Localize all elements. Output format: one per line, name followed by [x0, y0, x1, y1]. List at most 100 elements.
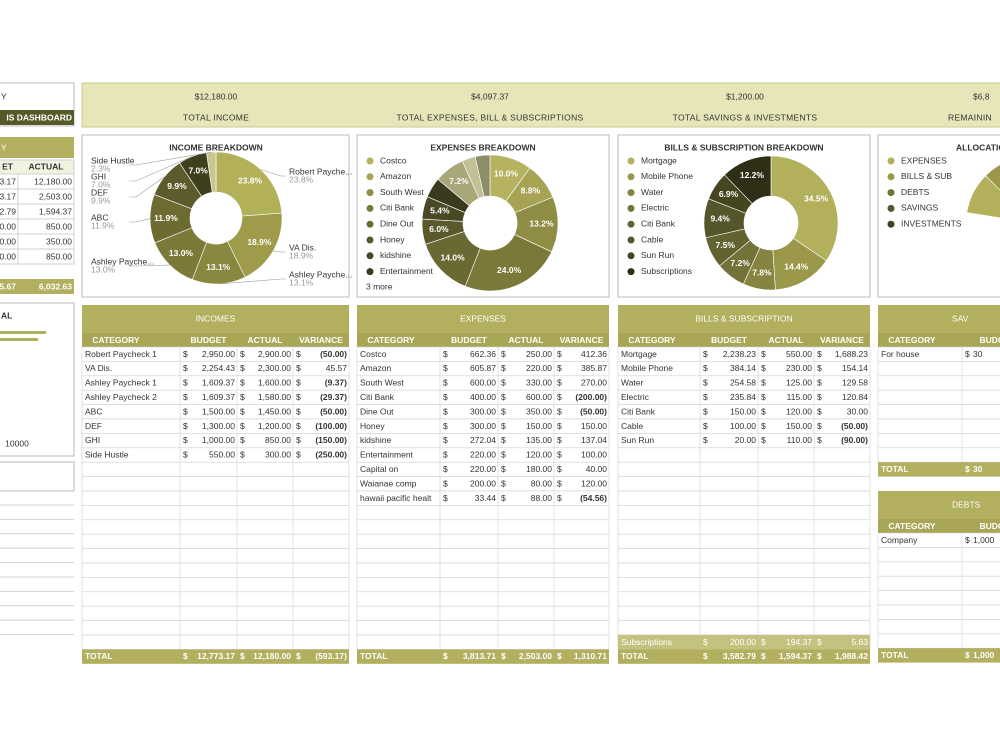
callout-value: 9.9% [91, 195, 111, 205]
table-row [356, 548, 610, 564]
callout-name: VA Dis. [289, 242, 316, 252]
legend-swatch [627, 236, 635, 244]
currency-sign: $ [501, 478, 506, 488]
callout-value: 13.1% [289, 277, 314, 287]
cell-number: 850.00 [265, 435, 291, 445]
currency-sign: $ [296, 435, 301, 445]
callout-name: Ashley Payche... [289, 269, 352, 279]
currency-sign: $ [240, 651, 245, 661]
callout-line [260, 169, 286, 177]
legend-swatch [366, 220, 374, 228]
cell-text: TOTAL [85, 651, 113, 661]
currency-sign: $ [501, 493, 506, 503]
panel-cell: 3.17 [0, 176, 16, 186]
currency-sign: $ [501, 363, 506, 373]
cell-number: 1,000 [973, 650, 995, 660]
cell-number: 2,950.00 [202, 349, 235, 359]
total-row-bg [82, 649, 349, 664]
chart-title: INCOME BREAKDOWN [169, 142, 263, 152]
cell-text: Capital on [360, 464, 399, 474]
chart-box [877, 134, 1000, 298]
legend-label: Cable [641, 234, 663, 244]
summary-label: TOTAL INCOME [183, 112, 249, 122]
slice-label: 13.2% [529, 218, 554, 228]
cell-number: 1,594.37 [779, 651, 812, 661]
panel-chart-title: AL [1, 310, 12, 320]
cell-number: 40.00 [586, 464, 608, 474]
currency-sign: $ [183, 651, 188, 661]
slice-label: 12.2% [740, 170, 765, 180]
legend-label: SAVINGS [901, 203, 938, 213]
currency-sign: $ [703, 363, 708, 373]
table-row [877, 447, 1000, 463]
pie-slice [464, 234, 552, 292]
total-row-bg [357, 649, 609, 664]
table-row [877, 361, 1000, 377]
currency-sign: $ [296, 349, 301, 359]
panel-cell: 0.00 [0, 236, 16, 246]
chart-title: EXPENSES BREAKDOWN [430, 142, 535, 152]
legend-label: INVESTMENTS [901, 218, 962, 228]
legend-label: Honey [380, 234, 405, 244]
slice-label: 9.9% [167, 181, 187, 191]
legend-label: South West [380, 187, 424, 197]
summary-value: $1,200.00 [726, 91, 764, 101]
currency-sign: $ [443, 363, 448, 373]
currency-sign: $ [557, 363, 562, 373]
currency-sign: $ [817, 637, 822, 647]
cell-number: 88.00 [531, 493, 553, 503]
slice-label: 7.5% [716, 240, 736, 250]
cell-number: 412.36 [581, 349, 607, 359]
legend-label: BILLS & SUB [901, 171, 952, 181]
cell-number: 3,813.71 [463, 651, 496, 661]
column-header: CATEGORY [92, 335, 140, 345]
cell-number: (150.00) [315, 435, 347, 445]
cell-number: (54.56) [580, 493, 607, 503]
cell-text: VA Dis. [85, 363, 112, 373]
currency-sign: $ [240, 450, 245, 460]
cell-number: 2,254.43 [202, 363, 235, 373]
table-row [877, 604, 1000, 620]
cell-text: Cable [621, 421, 643, 431]
column-header: CATEGORY [888, 521, 936, 531]
cell-number: 600.00 [526, 392, 552, 402]
currency-sign: $ [296, 450, 301, 460]
cell-number: 3,582.79 [723, 651, 756, 661]
legend-label: Citi Bank [380, 203, 415, 213]
cell-number: 1,600.00 [258, 378, 291, 388]
column-header: CATEGORY [628, 335, 676, 345]
slice-label: 7.2% [449, 176, 469, 186]
cell-number: 662.36 [470, 349, 496, 359]
legend-swatch [627, 189, 635, 197]
panel-total: 6,032.63 [39, 281, 72, 291]
table-row [617, 577, 871, 593]
cell-number: 400.00 [470, 392, 496, 402]
cell-number: (50.00) [320, 406, 347, 416]
currency-sign: $ [443, 349, 448, 359]
currency-sign: $ [240, 378, 245, 388]
cell-text: Entertainment [360, 450, 414, 460]
currency-sign: $ [296, 421, 301, 431]
table-title: EXPENSES [460, 313, 506, 323]
cell-text: Ashley Paycheck 2 [85, 392, 157, 402]
cell-number: 235.84 [730, 392, 756, 402]
table-title-bg [82, 305, 349, 333]
currency-sign: $ [761, 421, 766, 431]
currency-sign: $ [501, 349, 506, 359]
legend-swatch [887, 173, 895, 181]
cell-number: 12,180.00 [253, 651, 291, 661]
currency-sign: $ [240, 363, 245, 373]
table-row [356, 620, 610, 636]
cell-number: 2,300.00 [258, 363, 291, 373]
callout-line [129, 176, 165, 198]
legend-swatch [887, 157, 895, 165]
panel-cell: 0.00 [0, 221, 16, 231]
legend-label: DEBTS [901, 187, 930, 197]
column-header: CATEGORY [888, 335, 936, 345]
table-row [617, 562, 871, 578]
legend-swatch [366, 189, 374, 197]
cell-text: Water [621, 378, 644, 388]
currency-sign: $ [703, 392, 708, 402]
currency-sign: $ [761, 392, 766, 402]
cell-text: Subscriptions [621, 637, 672, 647]
